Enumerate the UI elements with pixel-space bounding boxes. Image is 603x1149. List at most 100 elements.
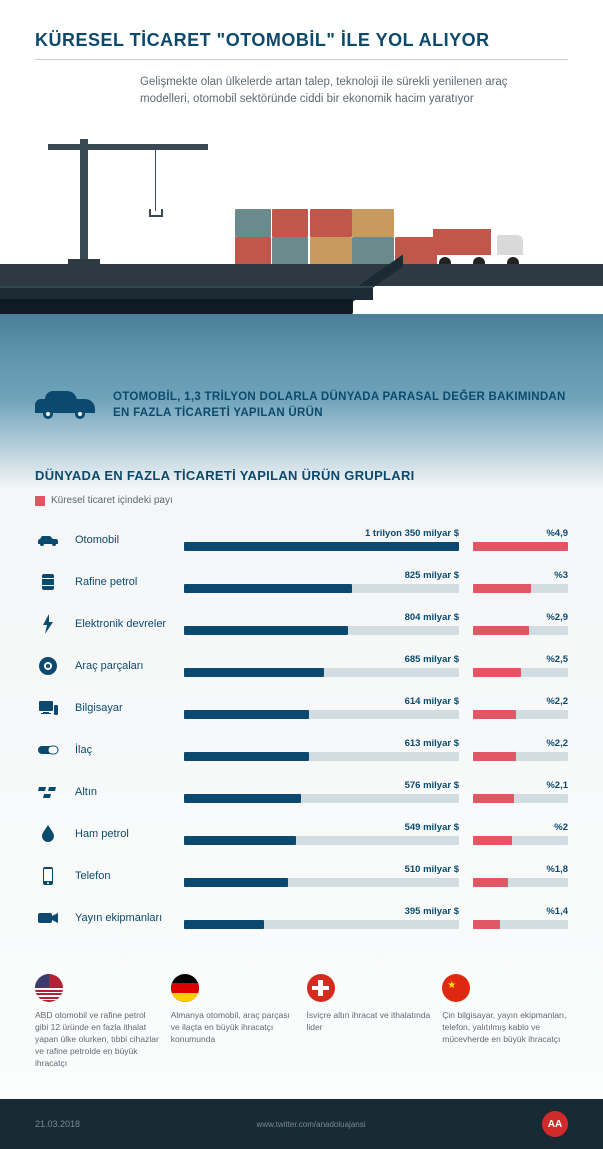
pct-label: %2,1: [473, 780, 568, 791]
row-label: Otomobil: [75, 534, 170, 546]
value-track: [184, 542, 459, 551]
headline-stat-text: OTOMOBİL, 1,3 TRİLYON DOLARLA DÜNYADA PA…: [113, 389, 568, 422]
container-icon: [352, 237, 394, 265]
row-label: İlaç: [75, 744, 170, 756]
pct-track: [473, 626, 568, 635]
value-label: 549 milyar $: [184, 822, 459, 833]
country-note: ABD otomobil ve rafine petrol gibi 12 ür…: [35, 974, 161, 1069]
pct-fill: [473, 878, 508, 887]
value-track: [184, 584, 459, 593]
row-label: Rafine petrol: [75, 576, 170, 588]
chart-row: Yayın ekipmanları395 milyar $%1,4: [35, 906, 568, 929]
chart-row: Otomobil1 trilyon 350 milyar $%4,9: [35, 528, 568, 551]
headline-stat: OTOMOBİL, 1,3 TRİLYON DOLARLA DÜNYADA PA…: [35, 389, 568, 422]
value-fill: [184, 710, 309, 719]
value-fill: [184, 794, 301, 803]
truck-trailer: [433, 229, 491, 255]
pct-label: %2,2: [473, 738, 568, 749]
ship-deck: [0, 286, 373, 300]
container-icon: [272, 209, 308, 237]
value-fill: [184, 584, 352, 593]
value-track: [184, 920, 459, 929]
pct-track: [473, 584, 568, 593]
flag-cn-icon: ★: [442, 974, 470, 1002]
value-fill: [184, 668, 324, 677]
agency-logo-icon: AA: [542, 1111, 568, 1137]
bar-chart: Otomobil1 trilyon 350 milyar $%4,9 Rafine…: [35, 528, 568, 929]
pct-track: [473, 920, 568, 929]
chart-row: Bilgisayar 614 milyar $ %2,2: [35, 696, 568, 719]
pct-track: [473, 668, 568, 677]
chart-row: Elektronik devreler804 milyar $%2,9: [35, 612, 568, 635]
gold-icon: [35, 781, 61, 803]
port-illustration: [0, 109, 603, 349]
section-title: DÜNYADA EN FAZLA TİCARETİ YAPILAN ÜRÜN G…: [35, 467, 568, 485]
truck-cab: [497, 235, 523, 255]
crane-cable: [155, 149, 156, 211]
pct-label: %4,9: [473, 528, 568, 539]
footer: 21.03.2018 www.twitter.com/anadoluajansi…: [0, 1099, 603, 1149]
pct-fill: [473, 836, 512, 845]
header: KÜRESEL TİCARET "OTOMOBİL" İLE YOL ALIYO…: [0, 0, 603, 60]
pct-track: [473, 542, 568, 551]
legend-label: Küresel ticaret içindeki payı: [51, 495, 173, 506]
water: [0, 314, 603, 349]
row-label: Ham petrol: [75, 828, 170, 840]
container-icon: [235, 209, 271, 237]
chart-row: Araç parçaları685 milyar $%2,5: [35, 654, 568, 677]
pct-label: %2,2: [473, 696, 568, 707]
value-fill: [184, 626, 348, 635]
value-fill: [184, 836, 296, 845]
pct-fill: [473, 752, 516, 761]
value-track: [184, 878, 459, 887]
pct-fill: [473, 668, 521, 677]
value-label: 395 milyar $: [184, 906, 459, 917]
truck-icon: [433, 229, 523, 264]
dock: [0, 264, 603, 286]
container-icon: [352, 209, 394, 237]
country-note: İsviçre altın ihracat ve ithalatında lid…: [307, 974, 433, 1069]
footer-source: www.twitter.com/anadoluajansi: [257, 1120, 366, 1129]
country-note: ★ Çin bilgisayar, yayın ekipmanları, tele…: [442, 974, 568, 1069]
pill-icon: [35, 739, 61, 761]
legend-swatch-icon: [35, 496, 45, 506]
chart-row: Ham petrol549 milyar $%2: [35, 822, 568, 845]
chart-row: İlaç 613 milyar $ %2,2: [35, 738, 568, 761]
car-icon: [35, 529, 61, 551]
row-label: Araç parçaları: [75, 660, 170, 672]
value-track: [184, 752, 459, 761]
pct-fill: [473, 710, 516, 719]
pct-label: %1,4: [473, 906, 568, 917]
car-icon: [35, 391, 95, 419]
barrel-icon: [35, 571, 61, 593]
chart-row: Telefon510 milyar $%1,8: [35, 864, 568, 887]
container-icon: [235, 237, 271, 265]
row-label: Altın: [75, 786, 170, 798]
crane-hook-icon: [149, 209, 163, 217]
computer-icon: [35, 697, 61, 719]
pct-fill: [473, 794, 514, 803]
value-label: 510 milyar $: [184, 864, 459, 875]
drop-icon: [35, 823, 61, 845]
flag-ch-icon: [307, 974, 335, 1002]
tire-icon: [35, 655, 61, 677]
pct-fill: [473, 626, 529, 635]
value-label: 804 milyar $: [184, 612, 459, 623]
country-text: ABD otomobil ve rafine petrol gibi 12 ür…: [35, 1010, 161, 1069]
value-label: 685 milyar $: [184, 654, 459, 665]
value-label: 613 milyar $: [184, 738, 459, 749]
pct-fill: [473, 584, 531, 593]
phone-icon: [35, 865, 61, 887]
value-track: [184, 710, 459, 719]
value-track: [184, 626, 459, 635]
container-icon: [310, 237, 352, 265]
flag-de-icon: [171, 974, 199, 1002]
country-text: Çin bilgisayar, yayın ekipmanları, telef…: [442, 1010, 568, 1046]
value-label: 614 milyar $: [184, 696, 459, 707]
page-title: KÜRESEL TİCARET "OTOMOBİL" İLE YOL ALIYO…: [35, 30, 568, 60]
content-area: OTOMOBİL, 1,3 TRİLYON DOLARLA DÜNYADA PA…: [0, 349, 603, 1100]
camera-icon: [35, 907, 61, 929]
pct-fill: [473, 542, 568, 551]
bolt-icon: [35, 613, 61, 635]
row-label: Bilgisayar: [75, 702, 170, 714]
